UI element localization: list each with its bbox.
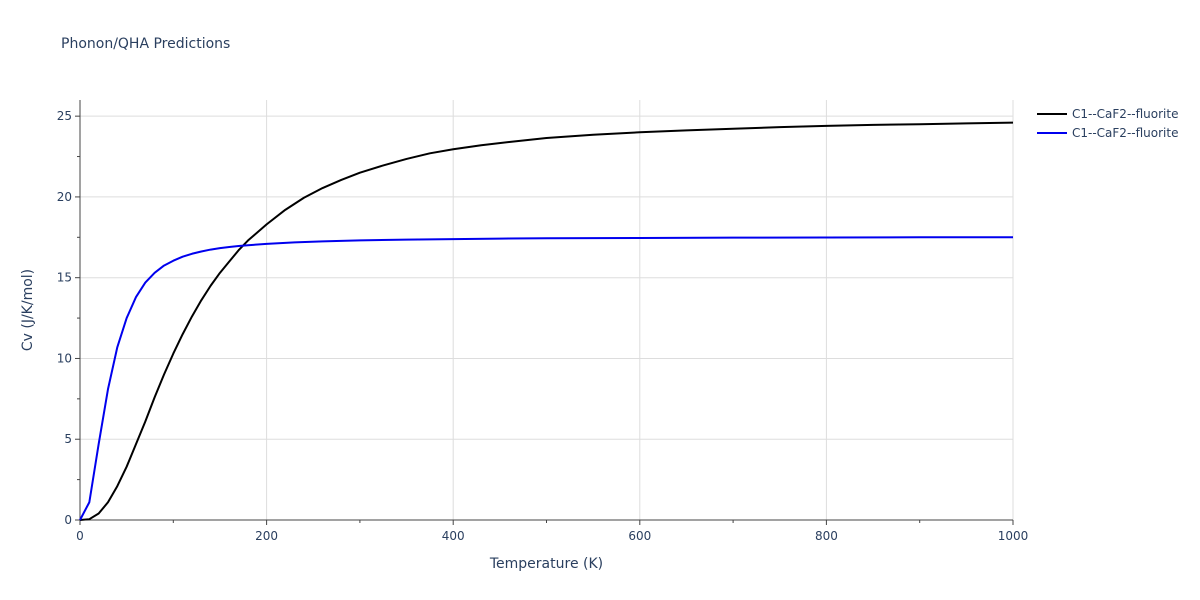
y-tick-label: 15: [57, 271, 72, 285]
legend-label: C1--CaF2--fluorite: [1072, 107, 1178, 121]
series-layer: [79, 121, 1014, 521]
x-tick-label: 600: [628, 529, 651, 543]
legend-item-1[interactable]: C1--CaF2--fluorite: [1037, 107, 1178, 121]
grid-layer: [80, 100, 1014, 520]
y-tick-label: 0: [64, 513, 72, 527]
series-line-2: [79, 236, 1013, 521]
x-tick-label: 1000: [998, 529, 1029, 543]
legend-item-2[interactable]: C1--CaF2--fluorite: [1037, 126, 1178, 140]
axes-layer: 0 200 400 600 800 1000 0 5 10 15 20 25: [57, 100, 1029, 543]
y-axis-title: Cv (J/K/mol): [20, 269, 36, 351]
legend[interactable]: C1--CaF2--fluorite C1--CaF2--fluorite: [1037, 107, 1178, 140]
x-tick-label: 800: [815, 529, 838, 543]
y-tick-label: 20: [57, 190, 72, 204]
y-tick-label: 10: [57, 351, 72, 365]
legend-label: C1--CaF2--fluorite: [1072, 126, 1178, 140]
x-tick-label: 0: [76, 529, 84, 543]
chart-title: Phonon/QHA Predictions: [61, 36, 231, 52]
series-line-1: [79, 121, 1014, 521]
x-tick-label: 200: [255, 529, 278, 543]
x-axis-title: Temperature (K): [489, 556, 603, 572]
y-tick-label: 25: [57, 109, 72, 123]
y-tick-label: 5: [64, 432, 72, 446]
x-tick-label: 400: [442, 529, 465, 543]
